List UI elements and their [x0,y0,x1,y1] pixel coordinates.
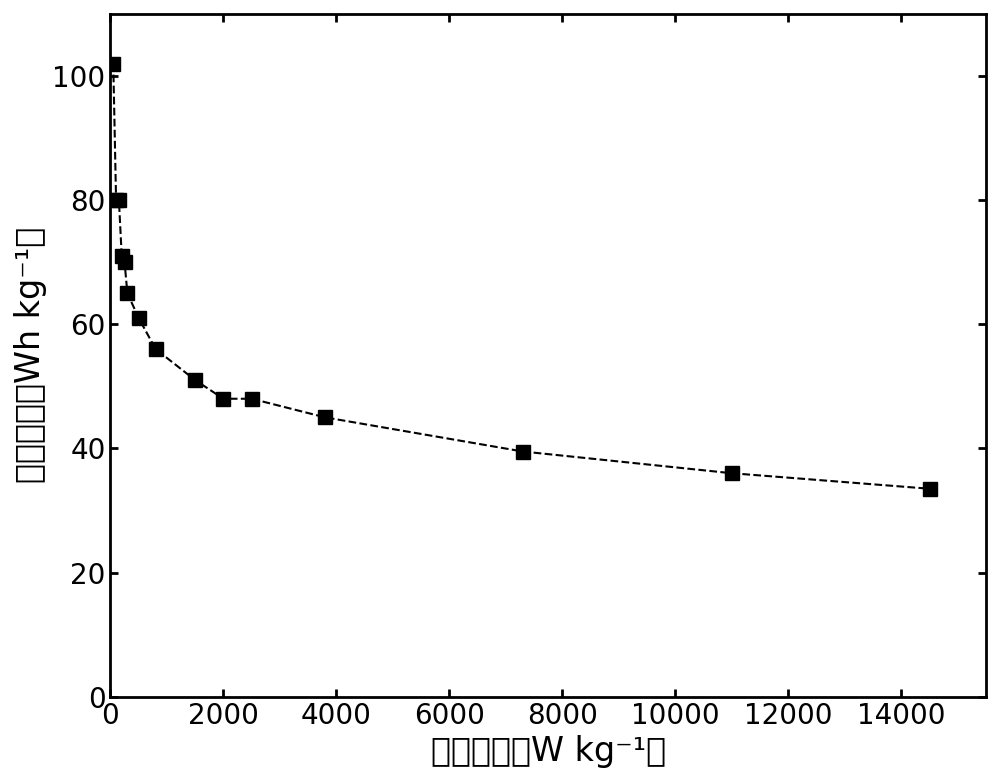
X-axis label: 功率密度（W kg⁻¹）: 功率密度（W kg⁻¹） [431,735,666,768]
Y-axis label: 能量密度（Wh kg⁻¹）: 能量密度（Wh kg⁻¹） [14,227,47,483]
